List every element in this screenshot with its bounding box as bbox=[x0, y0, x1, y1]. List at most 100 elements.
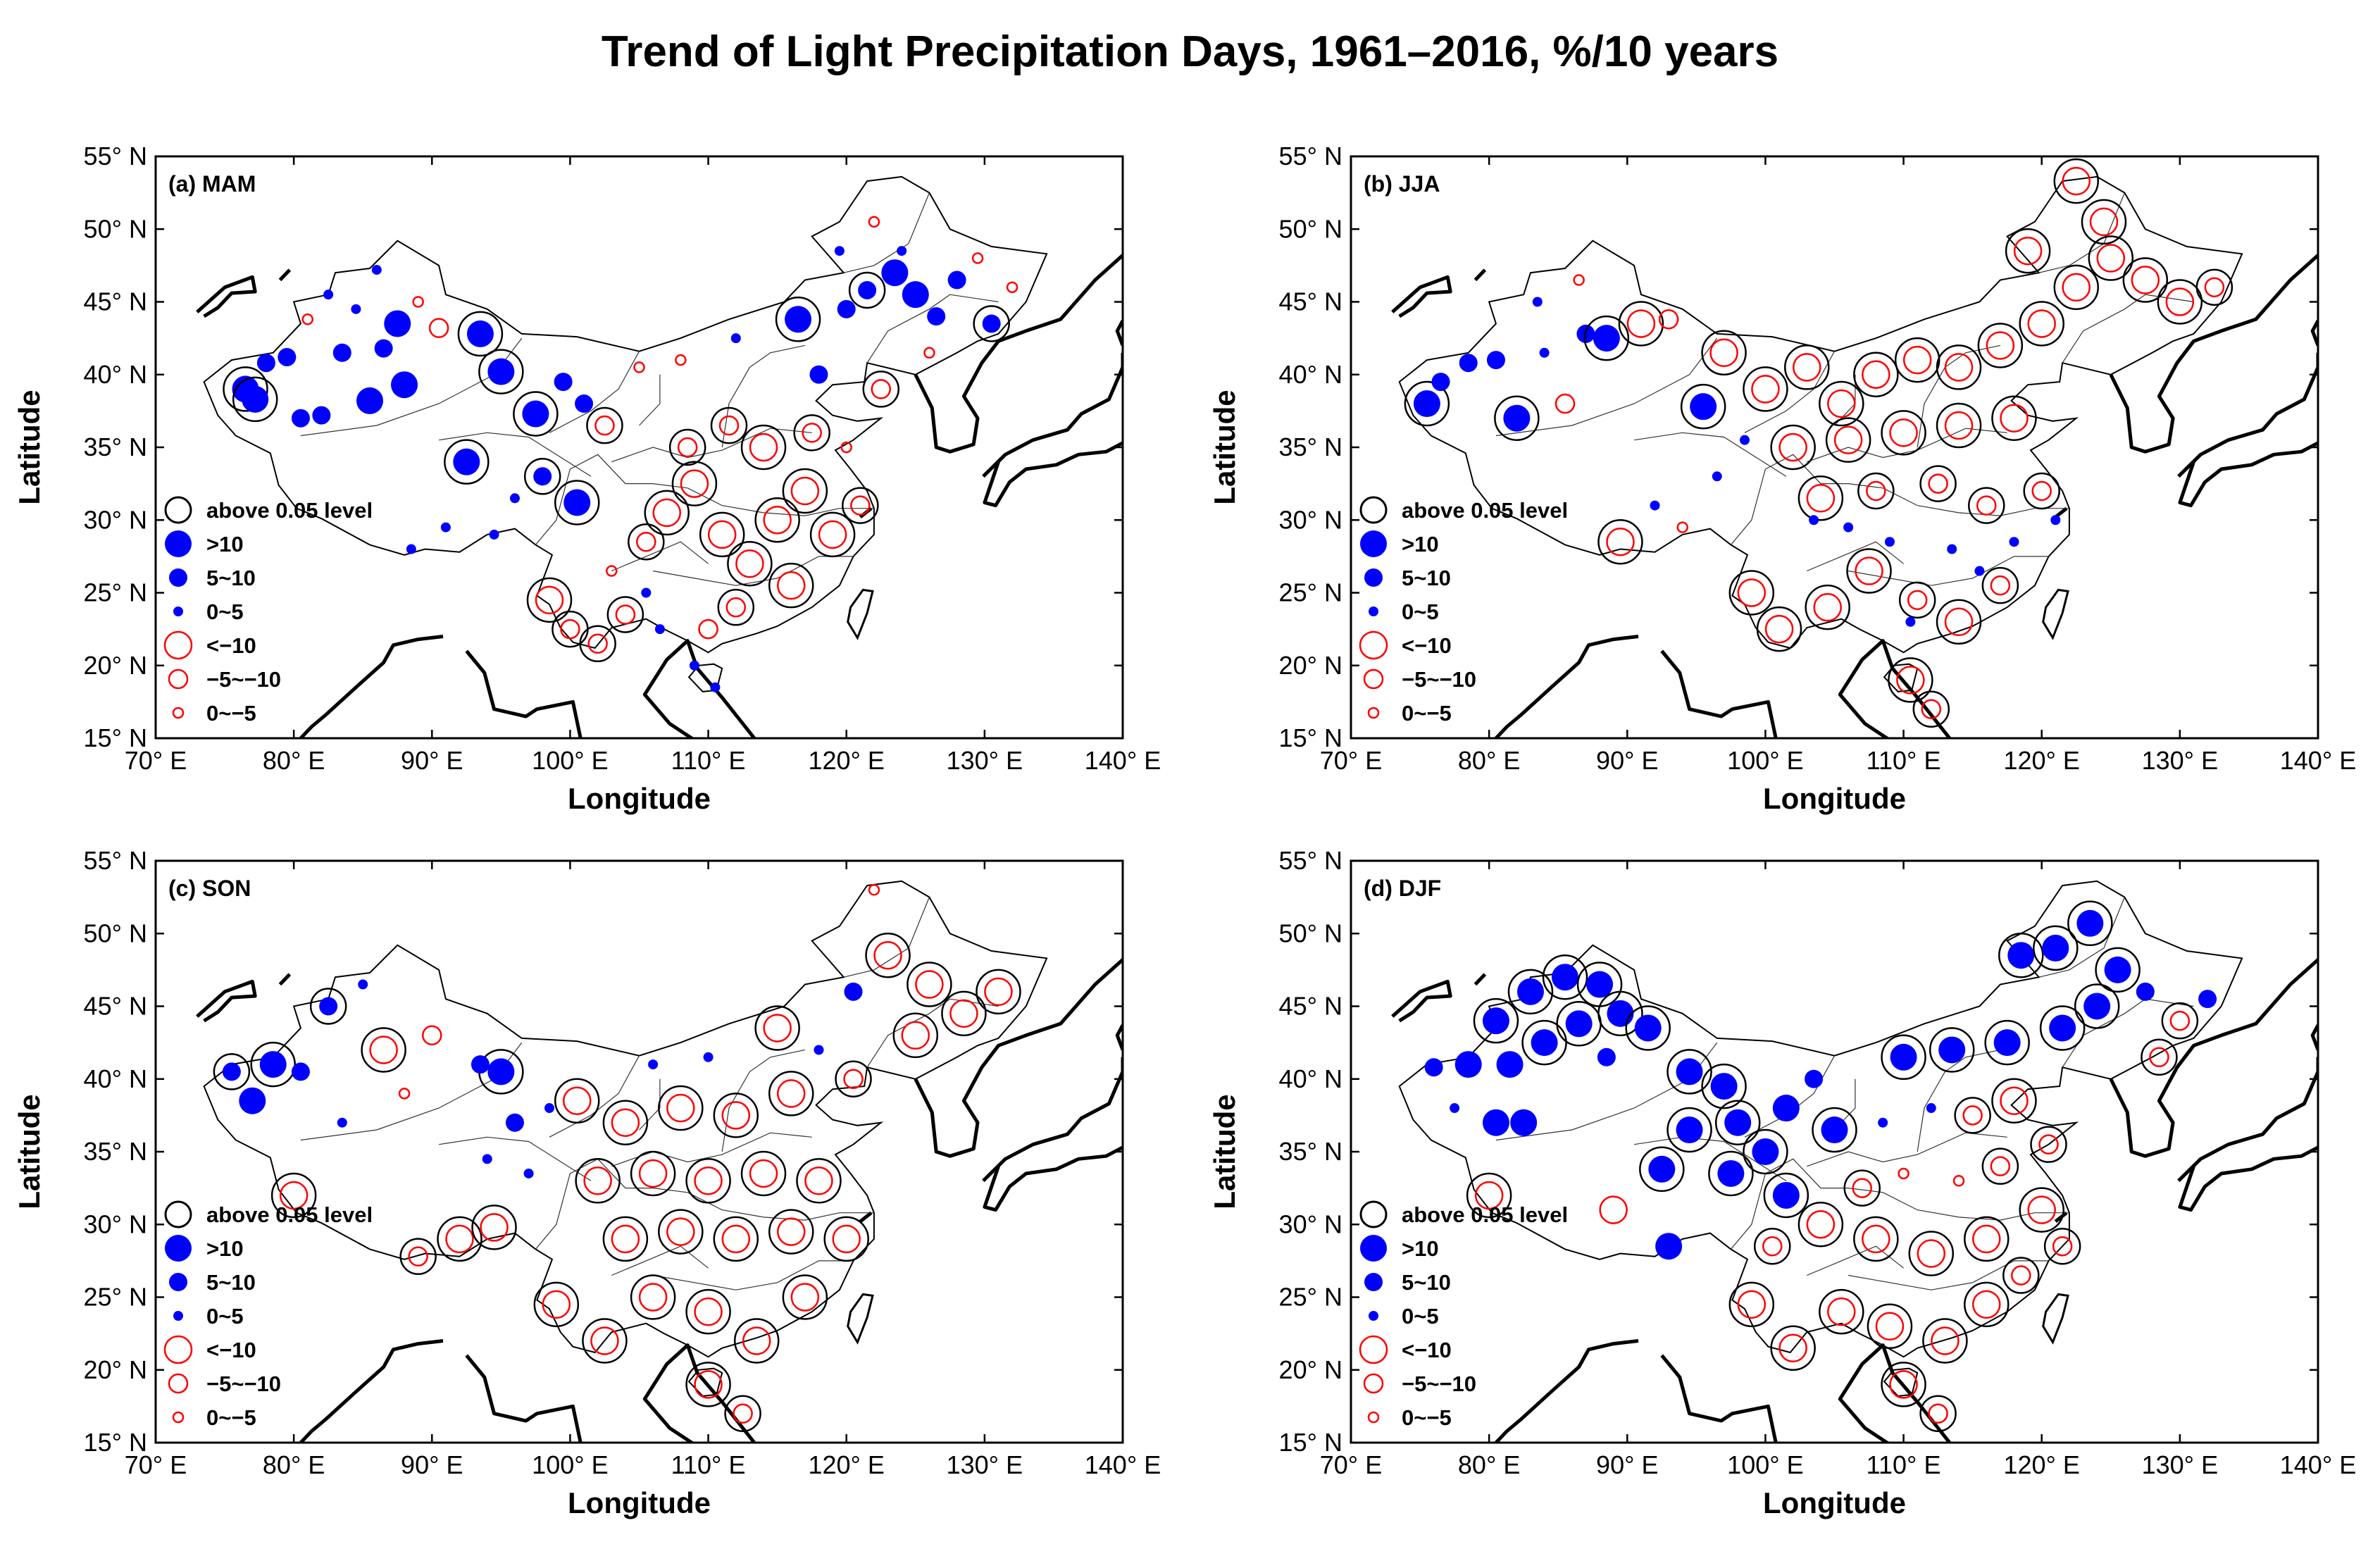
province-boundary bbox=[1495, 337, 1718, 437]
significance-ring bbox=[941, 990, 987, 1037]
station-negative-trend bbox=[2027, 309, 2056, 338]
significance-ring bbox=[713, 1093, 759, 1138]
province-boundary bbox=[1634, 432, 1787, 477]
significance-ring bbox=[1881, 410, 1926, 456]
station-positive-trend bbox=[902, 281, 929, 309]
x-tick-label: 140° E bbox=[1085, 1450, 1161, 1479]
legend-positive-marker bbox=[1360, 1235, 1387, 1262]
station-negative-trend bbox=[1862, 1224, 1890, 1254]
coastline bbox=[1474, 973, 1487, 986]
significance-ring bbox=[1981, 1147, 2019, 1185]
x-tick-label: 110° E bbox=[1867, 1450, 1941, 1479]
province-boundary bbox=[2038, 897, 2125, 978]
station-positive-trend bbox=[947, 270, 966, 290]
significance-ring bbox=[523, 458, 561, 495]
station-positive-trend bbox=[1552, 964, 1579, 991]
station-positive-trend bbox=[1503, 404, 1531, 432]
significance-ring bbox=[823, 1216, 869, 1262]
station-negative-trend bbox=[850, 495, 871, 516]
station-positive-trend bbox=[648, 1059, 659, 1070]
station-negative-trend bbox=[698, 618, 718, 640]
station-negative-trend bbox=[840, 441, 852, 454]
x-axis-title: Longitude bbox=[568, 782, 711, 815]
province-boundary bbox=[1744, 351, 1836, 433]
coastline bbox=[278, 268, 292, 282]
x-axis-title: Longitude bbox=[1763, 782, 1906, 815]
legend-label: <−10 bbox=[206, 1338, 256, 1362]
province-boundary bbox=[1848, 556, 2049, 586]
significance-ring bbox=[630, 1274, 676, 1320]
map-frame bbox=[154, 155, 1124, 740]
station-negative-trend bbox=[1928, 473, 1948, 494]
x-tick-label: 110° E bbox=[671, 1450, 746, 1479]
map-plot-area bbox=[196, 175, 1123, 738]
y-tick-label: 50° N bbox=[84, 919, 147, 947]
province-boundary bbox=[1917, 344, 2001, 448]
station-positive-trend bbox=[575, 394, 594, 413]
significance-ring bbox=[1521, 1019, 1567, 1066]
station-negative-trend bbox=[1599, 1195, 1628, 1224]
coastline bbox=[983, 441, 1123, 508]
map-frame bbox=[1350, 155, 2319, 740]
significance-ring bbox=[1936, 402, 1982, 449]
station-negative-trend bbox=[843, 1069, 864, 1089]
significance-ring bbox=[733, 1318, 780, 1364]
station-negative-trend bbox=[1737, 578, 1767, 607]
station-negative-trend bbox=[279, 1181, 309, 1210]
x-tick-label: 130° E bbox=[947, 1450, 1023, 1479]
station-negative-trend bbox=[1778, 433, 1807, 462]
station-negative-trend bbox=[1855, 556, 1883, 585]
y-tick-label: 15° N bbox=[1279, 1428, 1342, 1457]
x-tick-label: 120° E bbox=[2003, 1450, 2079, 1479]
significance-ring bbox=[1728, 570, 1775, 616]
significance-ring bbox=[606, 596, 644, 633]
map-plot-area bbox=[1391, 158, 2318, 738]
station-negative-trend bbox=[1962, 1105, 1983, 1126]
station-negative-trend bbox=[1626, 309, 1656, 338]
station-positive-trend bbox=[1724, 1109, 1752, 1136]
province-boundary bbox=[611, 1132, 812, 1167]
station-positive-trend bbox=[858, 280, 877, 299]
country-boundary bbox=[1398, 880, 2243, 1358]
significance-ring bbox=[1881, 1034, 1926, 1081]
station-negative-trend bbox=[2089, 207, 2119, 237]
station-positive-trend bbox=[2083, 993, 2111, 1020]
significance-ring bbox=[1867, 1303, 1913, 1350]
station-negative-trend bbox=[1852, 1178, 1872, 1198]
station-positive-trend bbox=[2136, 982, 2155, 1001]
significance-ring bbox=[1853, 1216, 1899, 1262]
coastline bbox=[1838, 1343, 1952, 1443]
station-negative-trend bbox=[832, 1224, 861, 1254]
station-negative-trend bbox=[2027, 1195, 2056, 1224]
map-panel-d: 70° E 80° E 90° E 100° E 110° E 120° E 130° E 1… bbox=[1208, 846, 2356, 1519]
province-boundary bbox=[2038, 192, 2125, 273]
significance-ring bbox=[685, 1288, 731, 1335]
legend: above 0.05 level >10 5~10 0~5 <−10 −5~−10 0~−5 bbox=[163, 1200, 373, 1430]
station-negative-trend bbox=[1972, 1224, 2001, 1254]
y-tick-label: 40° N bbox=[84, 1064, 147, 1093]
station-negative-trend bbox=[1474, 1181, 1504, 1210]
x-tick-label: 70° E bbox=[1320, 746, 1382, 775]
province-boundary bbox=[1730, 454, 1883, 545]
y-tick-label: 55° N bbox=[1279, 142, 1342, 170]
significance-ring bbox=[1763, 1172, 1809, 1219]
legend-negative-marker bbox=[172, 1411, 185, 1424]
station-negative-trend bbox=[1606, 527, 1635, 556]
significance-ring bbox=[2074, 983, 2120, 1029]
significance-ring bbox=[1753, 1227, 1791, 1265]
province-boundary bbox=[652, 556, 854, 586]
station-negative-trend bbox=[2169, 1010, 2191, 1031]
station-negative-trend bbox=[1928, 1403, 1948, 1424]
station-positive-trend bbox=[2076, 909, 2104, 937]
station-negative-trend bbox=[790, 1283, 820, 1312]
station-negative-trend bbox=[408, 1246, 428, 1267]
significance-ring bbox=[658, 1085, 704, 1131]
station-positive-trend bbox=[312, 406, 331, 425]
legend: above 0.05 level >10 5~10 0~5 <−10 −5~−10 0~−5 bbox=[1359, 1200, 1568, 1430]
province-boundary bbox=[1917, 1049, 2001, 1152]
station-positive-trend bbox=[1884, 537, 1895, 547]
station-positive-trend bbox=[1947, 544, 1957, 554]
station-positive-trend bbox=[406, 544, 416, 554]
station-positive-trend bbox=[1974, 566, 1985, 576]
x-tick-label: 100° E bbox=[532, 746, 608, 775]
